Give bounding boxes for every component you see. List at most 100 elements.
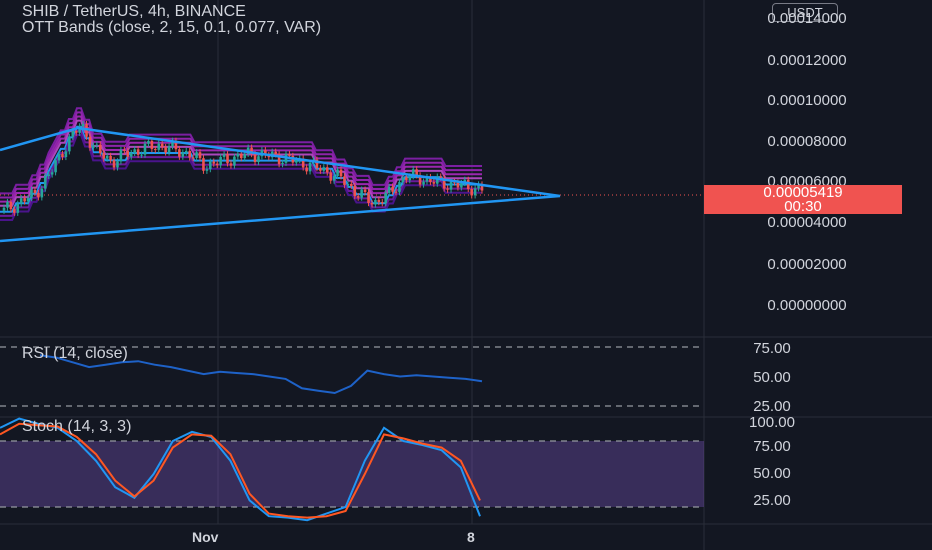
candle-body (377, 199, 381, 203)
candle-body (329, 172, 332, 181)
stoch-d-line (0, 422, 481, 519)
candle-body (367, 192, 370, 204)
candle-body (102, 153, 106, 159)
price-label: 0.00008000 (767, 133, 847, 150)
candle-body (126, 150, 130, 157)
candle-body (209, 161, 212, 170)
candle-body (147, 140, 150, 144)
candle-body (129, 152, 133, 157)
candle-body (480, 184, 484, 191)
candle-body (429, 176, 432, 183)
stoch-label: 75.00 (753, 438, 791, 455)
candle-body (353, 186, 357, 197)
candle-body (281, 162, 284, 165)
stoch-label: 25.00 (753, 492, 791, 509)
candle-body (264, 150, 267, 155)
candle-body (274, 151, 277, 155)
candle-body (226, 154, 229, 164)
candle-body (384, 192, 388, 204)
candle-body (81, 123, 85, 127)
bar-countdown: 00:30 (784, 198, 822, 215)
currency-badge[interactable]: USDT (772, 3, 838, 22)
candle-body (140, 154, 143, 156)
candle-body (460, 183, 463, 188)
candle-body (257, 156, 260, 163)
candle-body (363, 189, 367, 193)
candle-body (339, 169, 343, 177)
candle-body (391, 186, 394, 192)
candle-body (332, 176, 336, 181)
candle-body (466, 179, 470, 190)
candle-body (167, 146, 171, 153)
candle-body (119, 149, 123, 162)
candle-body (322, 167, 326, 171)
stoch-band (0, 441, 704, 507)
candle-body (171, 140, 174, 147)
candle-body (57, 153, 61, 161)
ott-band-line (0, 107, 482, 195)
candle-body (26, 198, 30, 202)
candle-body (295, 160, 298, 163)
candle-body (68, 136, 71, 152)
price-label: 0.00012000 (767, 52, 847, 69)
candle-body (23, 198, 26, 202)
candle-body (222, 154, 226, 157)
candle-body (2, 207, 6, 211)
candle-body (13, 209, 16, 213)
candle-body (30, 189, 33, 199)
candle-body (236, 153, 240, 157)
candle-body (19, 198, 23, 204)
chart-title[interactable]: SHIB / TetherUS, 4h, BINANCE (22, 3, 246, 20)
candle-body (157, 143, 161, 150)
candle-body (198, 152, 202, 159)
candle-body (346, 183, 350, 185)
candle-body (184, 150, 188, 153)
candle-body (154, 149, 157, 151)
candle-body (47, 174, 51, 177)
rsi-legend[interactable]: RSI (14, close) (22, 345, 128, 362)
candle-body (54, 160, 57, 173)
candle-body (308, 162, 312, 172)
candle-body (133, 149, 136, 153)
candle-body (50, 172, 54, 175)
price-label: 0.00010000 (767, 92, 847, 109)
candle-body (415, 169, 418, 176)
candle-body (456, 182, 460, 188)
candle-body (74, 131, 78, 133)
candle-body (112, 160, 116, 168)
current-price-tag: 0.00005419 00:30 (704, 185, 902, 214)
ott-band-line (0, 111, 482, 199)
stoch-k-line (0, 417, 481, 522)
candle-body (301, 158, 305, 168)
candle-body (398, 182, 401, 193)
triangle-pattern[interactable] (0, 126, 561, 243)
candle-body (116, 161, 119, 168)
candle-body (239, 153, 243, 159)
candle-body (95, 144, 99, 146)
candle-body (16, 203, 20, 213)
candle-body (418, 175, 422, 185)
candle-body (360, 189, 363, 198)
candle-body (315, 159, 319, 169)
candle-body (92, 145, 95, 148)
ott-bands-legend[interactable]: OTT Bands (close, 2, 15, 0.1, 0.077, VAR… (22, 19, 322, 36)
candle-body (71, 131, 75, 137)
current-price-value: 0.00005419 (763, 184, 843, 201)
stoch-legend[interactable]: Stoch (14, 3, 3) (22, 418, 132, 435)
candle-body (374, 199, 377, 205)
candle-body (350, 183, 353, 187)
candle-body (229, 163, 233, 166)
candle-body (40, 188, 44, 198)
candle-body (233, 156, 236, 166)
candle-body (343, 176, 346, 185)
candle-body (356, 196, 360, 198)
candle-body (277, 154, 281, 165)
candle-body (387, 186, 391, 193)
candle-body (37, 192, 40, 198)
candle-body (401, 177, 405, 183)
candle-body (160, 143, 164, 148)
price-label: 0.00000000 (767, 297, 847, 314)
rsi-label: 75.00 (753, 340, 791, 357)
rsi-line (39, 354, 483, 395)
